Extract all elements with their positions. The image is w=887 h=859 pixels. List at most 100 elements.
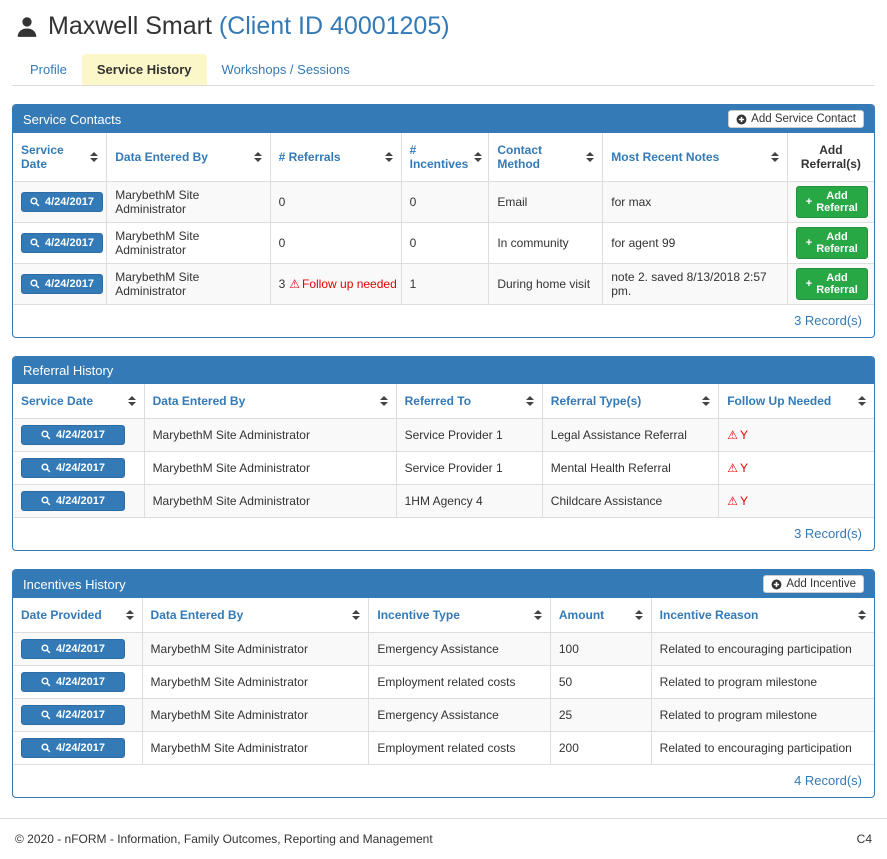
cell-incentive-type: Emergency Assistance — [368, 698, 551, 732]
cell-entered-by: MarybethM Site Administrator — [143, 418, 397, 452]
person-icon — [15, 15, 39, 39]
tab-service-history[interactable]: Service History — [81, 54, 207, 85]
page-container: Maxwell Smart (Client ID 40001205) Profi… — [0, 12, 887, 798]
col-incentive-type[interactable]: Incentive Type — [368, 598, 551, 633]
col-service-date[interactable]: Service Date — [13, 133, 108, 182]
cell-service-date: 4/24/2017 — [13, 263, 108, 305]
col-referred-to[interactable]: Referred To — [395, 384, 543, 419]
cell-entered-by: MarybethM Site Administrator — [106, 222, 271, 264]
panel-title: Referral History — [23, 363, 114, 378]
view-service-contact-button[interactable]: 4/24/2017 — [21, 233, 103, 253]
cell-referred-to: 1HM Agency 4 — [395, 484, 543, 518]
col-num-referrals[interactable]: # Referrals — [269, 133, 402, 182]
magnifier-icon — [30, 238, 40, 248]
cell-add-referral: + Add Referral — [786, 222, 874, 264]
col-referral-types[interactable]: Referral Type(s) — [541, 384, 720, 419]
cell-entered-by: MarybethM Site Administrator — [106, 181, 271, 223]
add-referral-button[interactable]: + Add Referral — [795, 268, 868, 300]
view-incentive-button[interactable]: 4/24/2017 — [21, 672, 125, 692]
magnifier-icon — [41, 743, 51, 753]
view-referral-button[interactable]: 4/24/2017 — [21, 491, 125, 511]
col-follow-up-needed[interactable]: Follow Up Needed — [718, 384, 874, 419]
tab-profile[interactable]: Profile — [30, 62, 67, 77]
plus-icon: + — [805, 278, 813, 290]
cell-entered-by: MarybethM Site Administrator — [106, 263, 271, 305]
cell-referred-to: Service Provider 1 — [395, 418, 543, 452]
cell-date-provided: 4/24/2017 — [13, 731, 143, 765]
cell-notes: note 2. saved 8/13/2018 2:57 pm. — [602, 263, 788, 305]
magnifier-icon — [41, 463, 51, 473]
table-row: 4/24/2017 MarybethM Site Administrator E… — [13, 698, 874, 732]
cell-incentive-type: Employment related costs — [368, 731, 551, 765]
add-incentive-button[interactable]: Add Incentive — [763, 575, 864, 593]
record-count: 4 Record(s) — [794, 773, 862, 788]
warning-icon: ⚠ — [727, 461, 738, 475]
table-row: 4/24/2017 MarybethM Site Administrator E… — [13, 731, 874, 765]
add-referral-button[interactable]: + Add Referral — [795, 227, 868, 259]
sort-icon — [346, 610, 361, 620]
col-num-incentives[interactable]: # Incentives — [400, 133, 490, 182]
magnifier-icon — [41, 644, 51, 654]
col-amount[interactable]: Amount — [549, 598, 652, 633]
cell-amount: 50 — [549, 665, 652, 699]
col-incentive-reason[interactable]: Incentive Reason — [650, 598, 874, 633]
magnifier-icon — [30, 197, 40, 207]
sort-icon — [765, 152, 779, 162]
sort-icon — [528, 610, 542, 620]
view-referral-button[interactable]: 4/24/2017 — [21, 425, 125, 445]
cell-date-provided: 4/24/2017 — [13, 632, 143, 666]
table-row: 4/24/2017 MarybethM Site Administrator S… — [13, 451, 874, 485]
client-name: Maxwell Smart — [48, 12, 212, 40]
table-row: 4/24/2017 MarybethM Site Administrator S… — [13, 418, 874, 452]
cell-incentive-type: Employment related costs — [368, 665, 551, 699]
service-contacts-panel: Service Contacts Add Service Contact Ser… — [12, 104, 875, 338]
col-date-provided[interactable]: Date Provided — [13, 598, 143, 633]
cell-referral-type: Legal Assistance Referral — [541, 418, 720, 452]
add-service-contact-button[interactable]: Add Service Contact — [728, 110, 864, 128]
cell-entered-by: MarybethM Site Administrator — [143, 484, 397, 518]
view-incentive-button[interactable]: 4/24/2017 — [21, 705, 125, 725]
col-data-entered-by[interactable]: Data Entered By — [106, 133, 271, 182]
cell-add-referral: + Add Referral — [786, 181, 874, 223]
sort-icon — [520, 396, 534, 406]
cell-entered-by: MarybethM Site Administrator — [143, 451, 397, 485]
sort-icon — [629, 610, 643, 620]
cell-contact-method: Email — [488, 181, 604, 223]
table-row: 4/24/2017 MarybethM Site Administrator 0… — [13, 222, 874, 264]
cell-incentives: 1 — [400, 263, 490, 305]
cell-service-date: 4/24/2017 — [13, 181, 108, 223]
view-service-contact-button[interactable]: 4/24/2017 — [21, 274, 103, 294]
col-contact-method[interactable]: Contact Method — [488, 133, 604, 182]
cell-amount: 25 — [549, 698, 652, 732]
view-incentive-button[interactable]: 4/24/2017 — [21, 639, 125, 659]
table-row: 4/24/2017 MarybethM Site Administrator 0… — [13, 181, 874, 223]
cell-incentives: 0 — [400, 222, 490, 264]
col-data-entered-by[interactable]: Data Entered By — [141, 598, 370, 633]
cell-notes: for agent 99 — [602, 222, 788, 264]
add-referral-button[interactable]: + Add Referral — [795, 186, 868, 218]
table-row: 4/24/2017 MarybethM Site Administrator E… — [13, 632, 874, 666]
tab-workshops-sessions[interactable]: Workshops / Sessions — [221, 62, 350, 77]
view-service-contact-button[interactable]: 4/24/2017 — [21, 192, 103, 212]
cell-incentive-reason: Related to encouraging participation — [650, 731, 874, 765]
col-most-recent-notes[interactable]: Most Recent Notes — [602, 133, 788, 182]
plus-icon: + — [805, 196, 813, 208]
plus-circle-icon — [771, 579, 782, 590]
copyright-text: © 2020 - nFORM - Information, Family Out… — [15, 832, 433, 846]
cell-add-referral: + Add Referral — [786, 263, 874, 305]
tab-bar: Profile Service History Workshops / Sess… — [12, 54, 875, 86]
table-row: 4/24/2017 MarybethM Site Administrator 3… — [13, 263, 874, 305]
cell-incentive-reason: Related to program milestone — [650, 665, 874, 699]
col-service-date[interactable]: Service Date — [13, 384, 145, 419]
cell-entered-by: MarybethM Site Administrator — [141, 698, 370, 732]
sort-icon — [122, 396, 136, 406]
view-incentive-button[interactable]: 4/24/2017 — [21, 738, 125, 758]
warning-icon: ⚠ — [727, 428, 738, 442]
view-referral-button[interactable]: 4/24/2017 — [21, 458, 125, 478]
footer-divider — [0, 818, 887, 819]
cell-entered-by: MarybethM Site Administrator — [141, 665, 370, 699]
page-title: Maxwell Smart (Client ID 40001205) — [48, 12, 450, 41]
col-data-entered-by[interactable]: Data Entered By — [143, 384, 397, 419]
page-code: C4 — [856, 832, 872, 846]
follow-up-needed-text: Follow up needed — [302, 277, 397, 291]
